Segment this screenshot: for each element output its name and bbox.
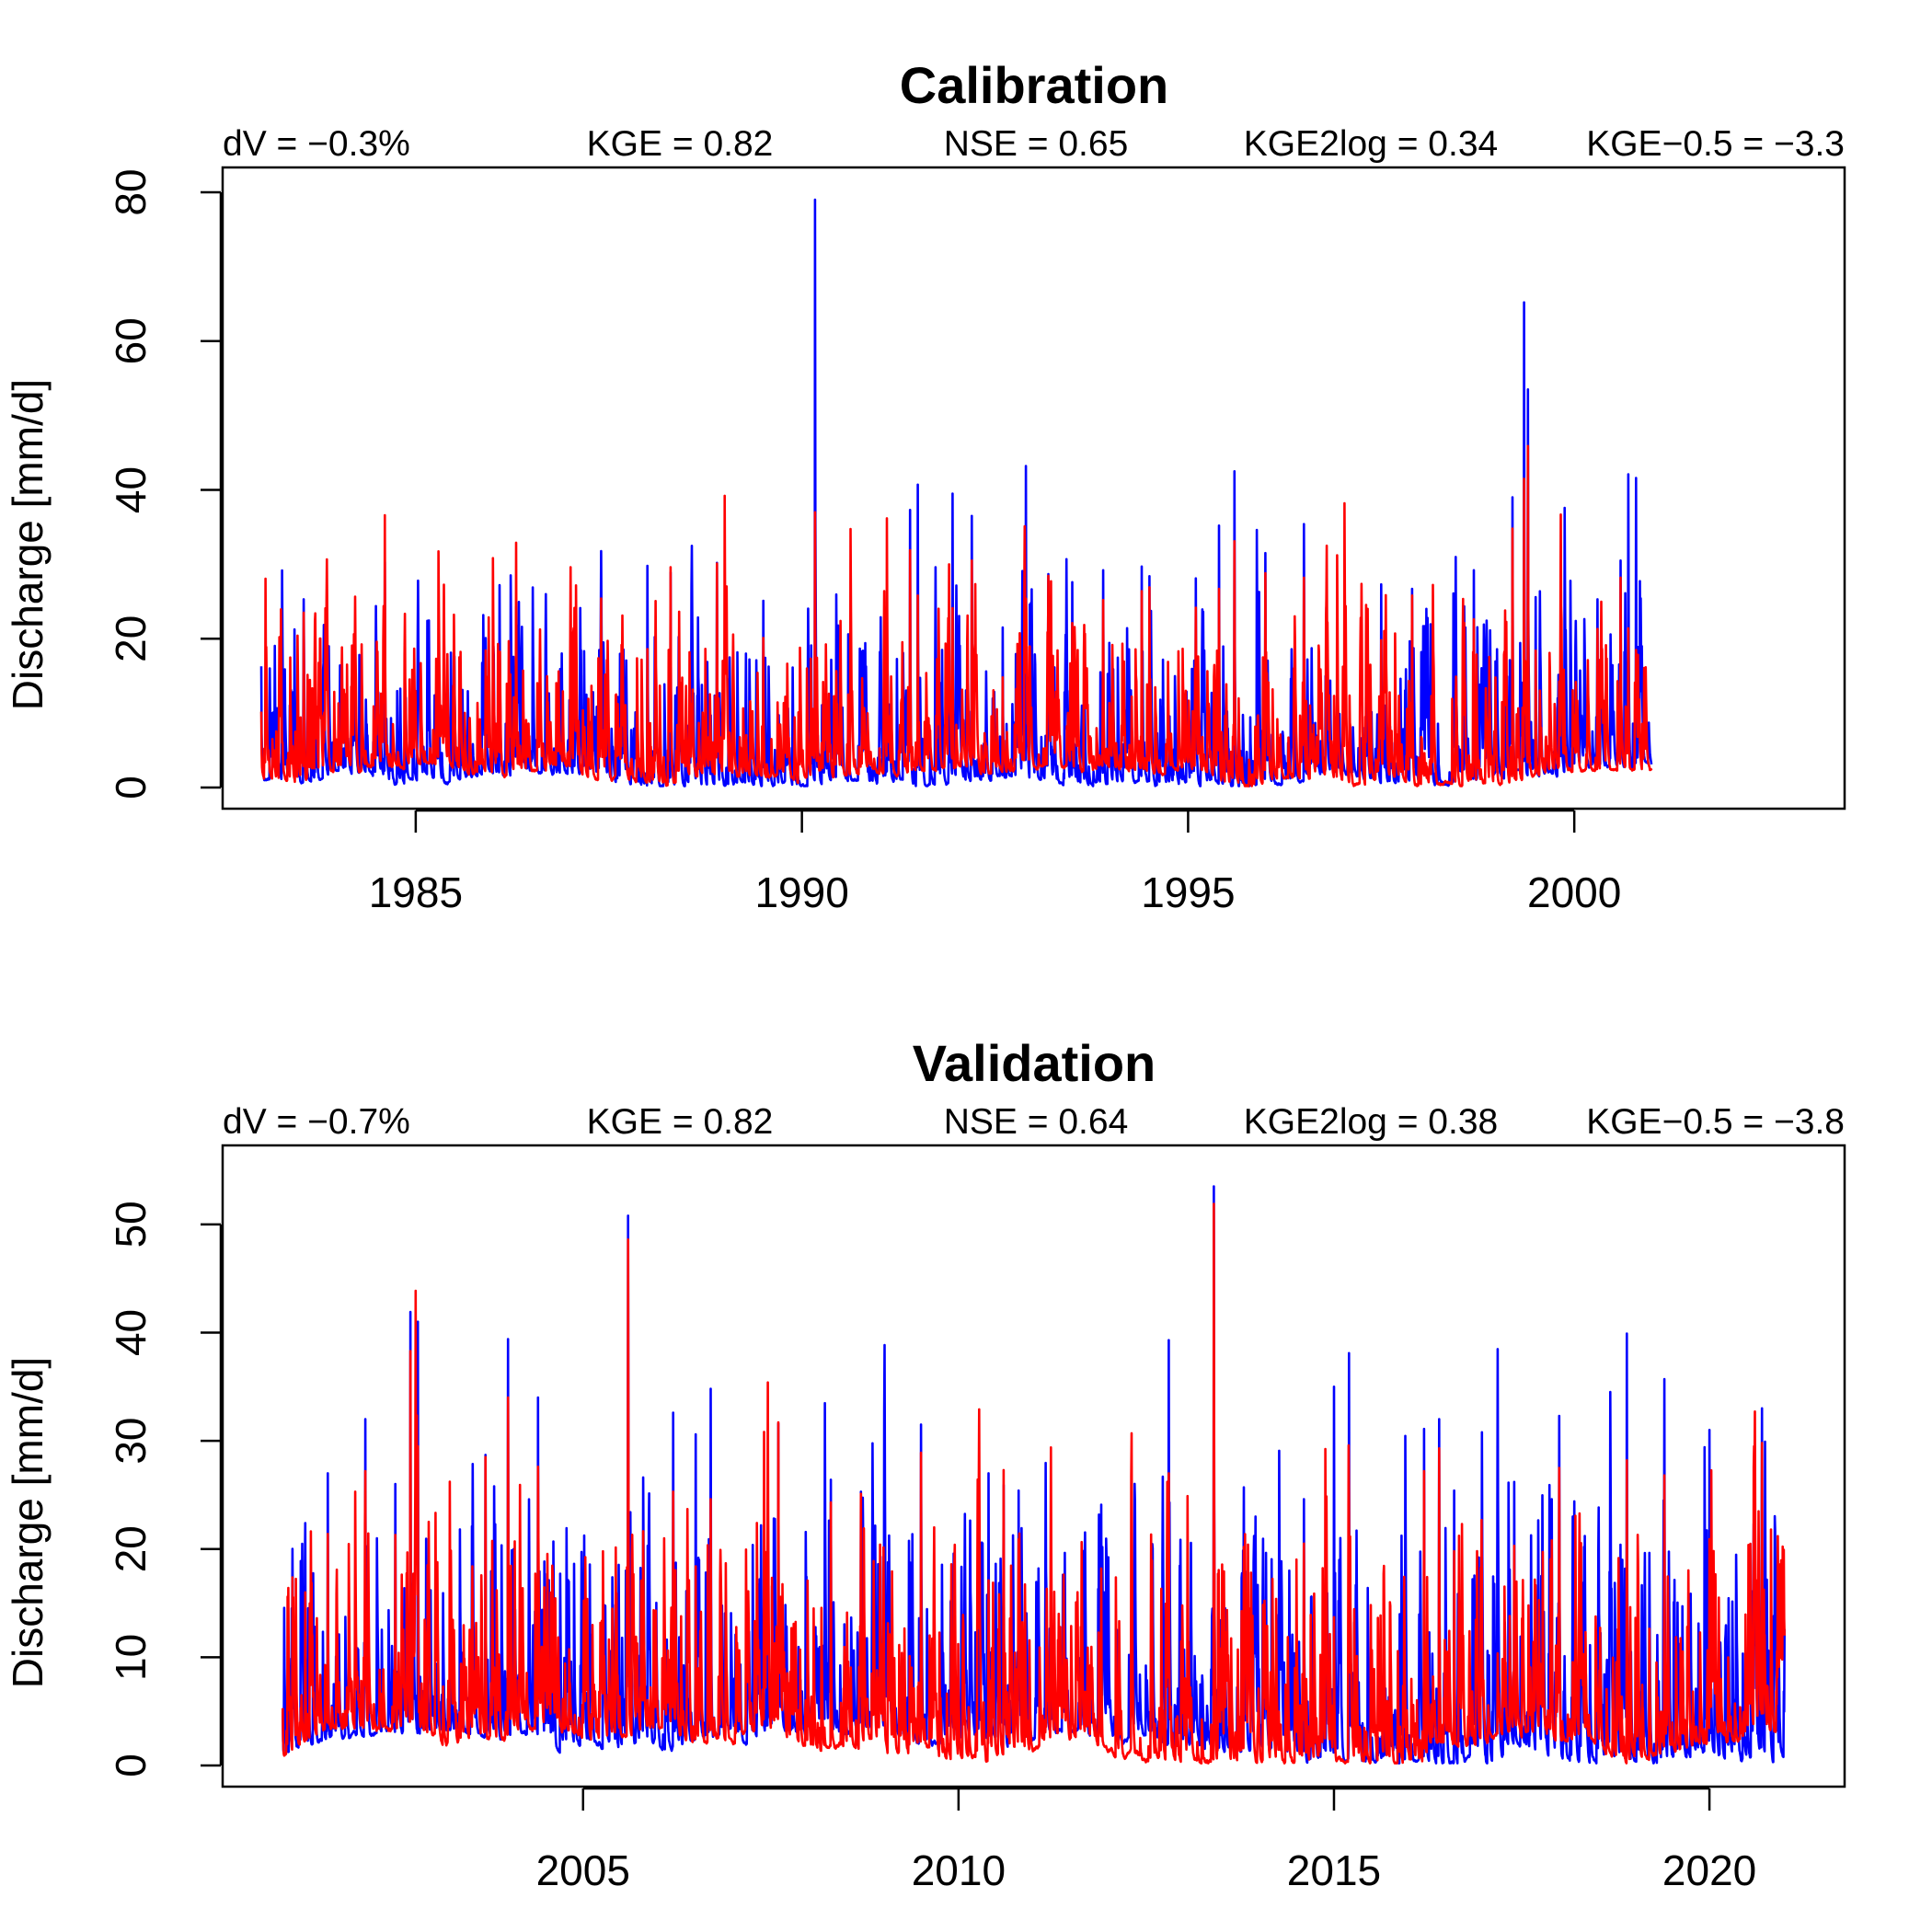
calibration-title: Calibration xyxy=(900,56,1168,114)
y-tick-label: 10 xyxy=(107,1634,155,1681)
calibration-metric-kge-minus-half: KGE−0.5 = −3.3 xyxy=(1586,124,1845,164)
x-tick-label: 1990 xyxy=(754,868,848,916)
validation-series-layer xyxy=(282,1185,1786,1765)
validation-metric-kge: KGE = 0.82 xyxy=(587,1102,774,1142)
y-tick-label: 20 xyxy=(107,1525,155,1572)
validation-metric-nse: NSE = 0.64 xyxy=(944,1102,1129,1142)
validation-metric-kge-minus-half: KGE−0.5 = −3.8 xyxy=(1586,1102,1845,1142)
calibration-metric-dv: dV = −0.3% xyxy=(223,124,410,164)
validation-x-axis: 2005 2010 2015 2020 xyxy=(536,1787,1756,1894)
validation-metric-kge2log: KGE2log = 0.38 xyxy=(1244,1102,1498,1142)
calibration-metric-nse: NSE = 0.65 xyxy=(944,124,1129,164)
x-tick-label: 2015 xyxy=(1287,1846,1381,1894)
x-tick-label: 2010 xyxy=(912,1846,1006,1894)
y-tick-label: 60 xyxy=(107,317,155,364)
validation-y-axis-label: Discharge [mm/d] xyxy=(4,1357,52,1688)
validation-plot-frame xyxy=(221,1144,1846,1788)
calibration-x-axis: 1985 1990 1995 2000 xyxy=(369,809,1621,916)
x-tick-label: 2020 xyxy=(1662,1846,1756,1894)
calibration-y-axis: 0 20 40 60 80 xyxy=(107,168,223,799)
x-tick-label: 1995 xyxy=(1141,868,1235,916)
series-line-blue xyxy=(259,198,1653,788)
y-tick-label: 0 xyxy=(107,776,155,799)
calibration-plot-frame xyxy=(221,166,1846,811)
x-tick-label: 2000 xyxy=(1527,868,1621,916)
series-line-blue xyxy=(282,1185,1786,1765)
y-tick-label: 50 xyxy=(107,1201,155,1248)
y-tick-label: 40 xyxy=(107,466,155,513)
calibration-metric-kge2log: KGE2log = 0.34 xyxy=(1244,124,1498,164)
calibration-panel: Calibration dV = −0.3% KGE = 0.82 NSE = … xyxy=(4,56,1846,916)
validation-metric-dv: dV = −0.7% xyxy=(223,1102,410,1142)
validation-y-axis: 0 10 20 30 40 50 xyxy=(107,1201,223,1777)
x-tick-label: 2005 xyxy=(536,1846,630,1894)
calibration-y-axis-label: Discharge [mm/d] xyxy=(4,379,52,710)
calibration-metric-kge: KGE = 0.82 xyxy=(587,124,774,164)
series-line-red xyxy=(282,1202,1786,1765)
y-tick-label: 80 xyxy=(107,168,155,215)
validation-panel: Validation dV = −0.7% KGE = 0.82 NSE = 0… xyxy=(4,1034,1846,1894)
y-tick-label: 40 xyxy=(107,1309,155,1356)
y-tick-label: 20 xyxy=(107,615,155,662)
series-line-red xyxy=(259,444,1653,788)
calibration-series-layer xyxy=(259,198,1653,788)
y-tick-label: 30 xyxy=(107,1418,155,1465)
validation-title: Validation xyxy=(913,1034,1156,1092)
x-tick-label: 1985 xyxy=(369,868,463,916)
y-tick-label: 0 xyxy=(107,1754,155,1777)
